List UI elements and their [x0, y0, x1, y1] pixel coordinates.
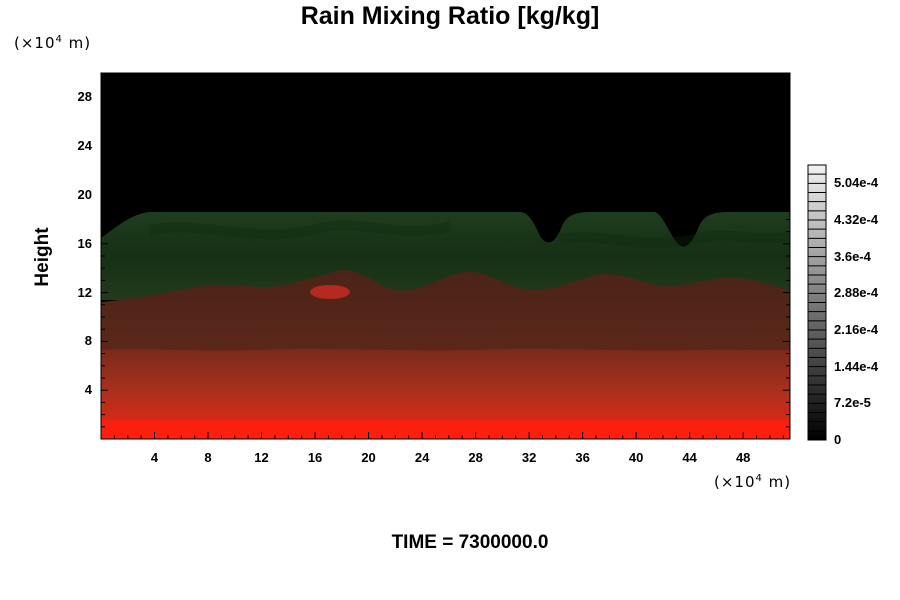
x-unit-suffix: m)	[762, 473, 792, 491]
x-tick-label: 44	[682, 450, 697, 465]
y-tick-label: 24	[77, 138, 92, 154]
x-tick-label: 40	[628, 450, 644, 465]
colorbar-tick-label: 3.6e-4	[834, 248, 871, 264]
upper-layer-texture	[149, 220, 790, 248]
x-unit-exponent: 4	[755, 473, 763, 484]
x-tick-label: 4	[150, 450, 159, 465]
colorbar-ticks	[808, 173, 826, 432]
colorbar-tick-label: 5.04e-4	[834, 175, 879, 191]
y-axis-ticks	[101, 84, 790, 428]
bright-cell	[310, 285, 350, 299]
colorbar-tick-label: 2.16e-4	[834, 322, 879, 337]
x-tick-label: 36	[575, 450, 590, 465]
y-tick-label: 28	[77, 89, 92, 105]
x-tick-label: 28	[468, 450, 483, 465]
x-tick-label: 48	[735, 450, 751, 465]
y-tick-label: 8	[84, 333, 92, 349]
x-tick-label: 20	[361, 450, 376, 465]
y-tick-label: 12	[77, 284, 92, 300]
colorbar-tick-label: 2.88e-4	[834, 285, 879, 301]
x-tick-label: 16	[307, 450, 323, 465]
x-unit-prefix: (×10	[714, 473, 756, 491]
y-tick-label: 20	[77, 187, 92, 202]
y-tick-label: 16	[77, 235, 92, 251]
time-label: TIME = 7300000.0	[391, 532, 549, 553]
y-unit-suffix: m)	[62, 34, 92, 52]
x-axis-ticks	[113, 73, 784, 439]
x-tick-label: 12	[254, 450, 269, 465]
y-unit-exponent: 4	[55, 34, 63, 45]
y-tick-label: 4	[84, 382, 92, 398]
x-axis-unit: (×104 m)	[714, 473, 791, 491]
surface-band	[101, 420, 790, 439]
colorbar-tick-label: 0	[834, 432, 842, 447]
lower-layer	[101, 349, 790, 439]
y-unit-prefix: (×10	[14, 34, 56, 52]
colorbar-tick-label: 1.44e-4	[834, 358, 879, 374]
x-tick-label: 24	[414, 450, 430, 465]
colorbar-tick-label: 7.2e-5	[834, 395, 871, 411]
colorbar-tick-label: 4.32e-4	[834, 212, 879, 227]
chart-title: Rain Mixing Ratio [kg/kg]	[300, 2, 600, 30]
x-tick-label: 32	[521, 450, 537, 465]
y-axis-unit: (×104 m)	[14, 34, 91, 52]
x-tick-label: 8	[204, 450, 212, 465]
field-layers	[101, 73, 790, 439]
